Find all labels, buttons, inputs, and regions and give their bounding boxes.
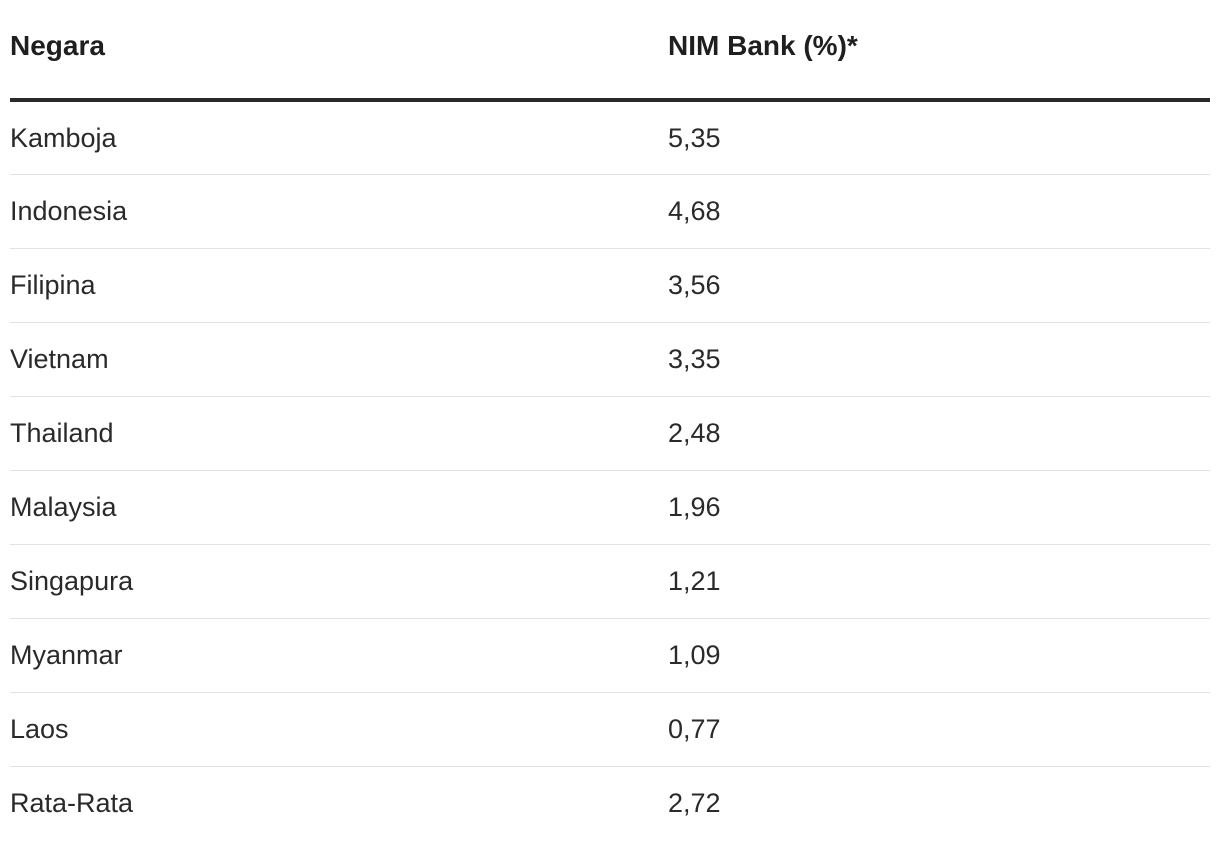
country-cell: Myanmar bbox=[10, 618, 668, 693]
table-row: Malaysia 1,96 bbox=[10, 470, 1210, 545]
table-body: Kamboja 5,35 Indonesia 4,68 Filipina 3,56 Viet… bbox=[10, 100, 1210, 840]
column-header-nim: NIM Bank (%)* bbox=[668, 0, 1210, 102]
nim-value-cell: 1,09 bbox=[668, 618, 1210, 693]
header-row: Negara NIM Bank (%)* bbox=[10, 0, 1210, 102]
nim-table: Negara NIM Bank (%)* Kamboja 5,35 Indonesi… bbox=[10, 0, 1210, 840]
nim-value-cell: 4,68 bbox=[668, 174, 1210, 249]
table-row: Myanmar 1,09 bbox=[10, 618, 1210, 693]
country-cell: Vietnam bbox=[10, 322, 668, 397]
table-header: Negara NIM Bank (%)* bbox=[10, 0, 1210, 102]
country-cell: Singapura bbox=[10, 544, 668, 619]
nim-value-cell: 2,72 bbox=[668, 788, 721, 819]
table-row: Filipina 3,56 bbox=[10, 248, 1210, 323]
country-cell: Malaysia bbox=[10, 470, 668, 545]
table-row: Indonesia 4,68 bbox=[10, 174, 1210, 249]
nim-value-cell: 1,96 bbox=[668, 470, 1210, 545]
country-cell: Indonesia bbox=[10, 174, 668, 249]
country-cell: Filipina bbox=[10, 248, 668, 323]
nim-value-cell: 2,48 bbox=[668, 396, 1210, 471]
table-row: Singapura 1,21 bbox=[10, 544, 1210, 619]
table-row: Vietnam 3,35 bbox=[10, 322, 1210, 397]
table-row: Rata-Rata 2,72 bbox=[10, 766, 1210, 840]
table-row: Thailand 2,48 bbox=[10, 396, 1210, 471]
country-cell: Rata-Rata bbox=[10, 788, 134, 819]
table-row: Kamboja 5,35 bbox=[10, 100, 1210, 175]
nim-value-cell: 0,77 bbox=[668, 692, 1210, 767]
nim-table-container: Negara NIM Bank (%)* Kamboja 5,35 Indonesi… bbox=[10, 0, 1210, 840]
country-cell: Kamboja bbox=[10, 100, 668, 175]
nim-value-cell: 3,35 bbox=[668, 322, 1210, 397]
country-cell: Laos bbox=[10, 692, 668, 767]
column-header-country: Negara bbox=[10, 0, 668, 102]
nim-value-cell: 5,35 bbox=[668, 100, 1210, 175]
nim-value-cell: 3,56 bbox=[668, 248, 1210, 323]
country-cell: Thailand bbox=[10, 396, 668, 471]
table-row: Laos 0,77 bbox=[10, 692, 1210, 767]
nim-value-cell: 1,21 bbox=[668, 544, 1210, 619]
